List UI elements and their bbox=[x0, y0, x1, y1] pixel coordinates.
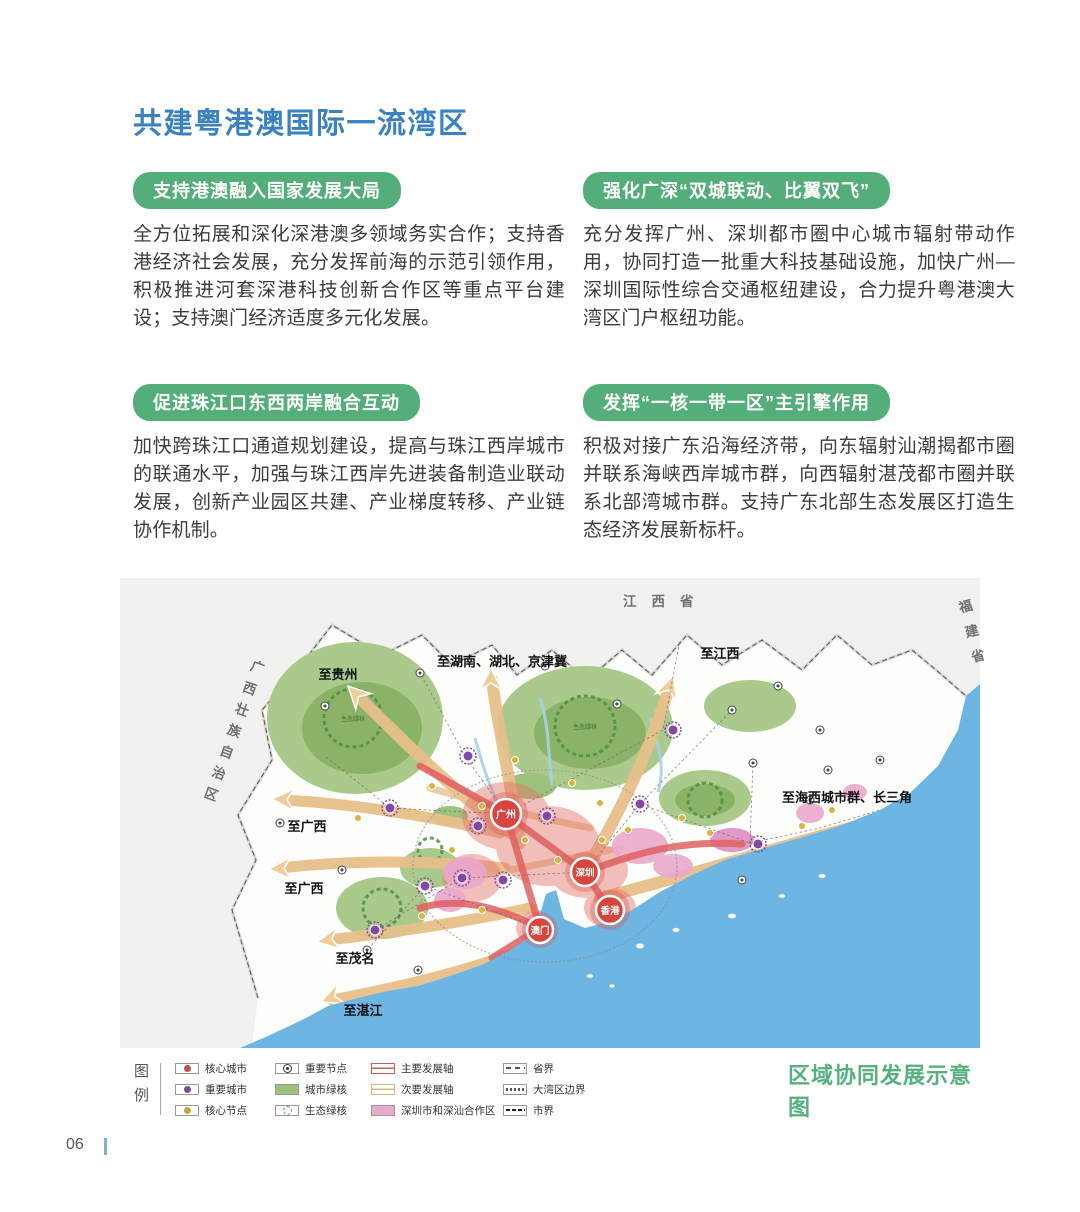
legend-label: 深圳市和深汕合作区 bbox=[401, 1104, 496, 1117]
legend-label: 核心城市 bbox=[205, 1062, 247, 1075]
map-legend: 图例 核心城市 重要城市 核心节点 重要节点 城市绿核 bbox=[132, 1060, 593, 1118]
bay-boundary-icon bbox=[503, 1083, 527, 1095]
core-city-dot-icon bbox=[175, 1062, 199, 1074]
green-cores bbox=[267, 642, 796, 939]
city-marker-guangzhou: 广州 bbox=[484, 792, 528, 836]
legend-title: 图例 bbox=[132, 1063, 161, 1115]
legend-column-4: 省界 大湾区边界 市界 bbox=[503, 1060, 593, 1118]
map-direction-labels: 至贵州 至湖南、湖北、京津冀 至江西 至海西城市群、长三角 至广西 至广西 至茂… bbox=[284, 646, 912, 1018]
page-title: 共建粤港澳国际一流湾区 bbox=[133, 108, 469, 140]
section-one-core: 发挥“一核一带一区”主引擎作用 积极对接广东沿海经济带，向东辐射汕潮揭都市圈并联… bbox=[583, 384, 1015, 545]
label-to-guangxi-2: 至广西 bbox=[284, 881, 323, 896]
section-header-pill: 支持港澳融入国家发展大局 bbox=[133, 172, 401, 209]
legend-item: 次要发展轴 bbox=[371, 1081, 503, 1097]
legend-item: 核心节点 bbox=[175, 1102, 275, 1118]
islands bbox=[586, 873, 826, 988]
map-svg: 生态绿核 生态绿核 bbox=[120, 578, 980, 1048]
province-border-icon bbox=[503, 1062, 527, 1074]
section-header-pill: 促进珠江口东西两岸融合互动 bbox=[133, 384, 420, 421]
legend-label: 次要发展轴 bbox=[401, 1083, 454, 1096]
important-node-ring-icon bbox=[275, 1062, 299, 1074]
secondary-axis-icon bbox=[371, 1083, 395, 1095]
legend-item: 省界 bbox=[503, 1060, 593, 1076]
legend-columns: 核心城市 重要城市 核心节点 重要节点 城市绿核 生态绿核 bbox=[175, 1060, 593, 1118]
label-to-jiangxi: 至江西 bbox=[700, 646, 739, 661]
city-green-core-icon bbox=[275, 1083, 299, 1095]
section-guangzhou-shenzhen: 强化广深“双城联动、比翼双飞” 充分发挥广州、深圳都市圈中心城市辐射带动作用，协… bbox=[583, 172, 1015, 333]
label-to-guizhou: 至贵州 bbox=[318, 667, 357, 682]
legend-item: 重要城市 bbox=[175, 1081, 275, 1097]
legend-item: 大湾区边界 bbox=[503, 1081, 593, 1097]
city-marker-shenzhen: 深圳 bbox=[565, 852, 605, 892]
page-number: 06 bbox=[66, 1136, 84, 1153]
legend-item: 核心城市 bbox=[175, 1060, 275, 1076]
important-cities bbox=[366, 721, 767, 939]
section-body: 全方位拓展和深化深港澳多领域务实合作；支持香港经济社会发展，充分发挥前海的示范引… bbox=[133, 224, 565, 329]
section-body: 充分发挥广州、深圳都市圈中心城市辐射带动作用，协同打造一批重大科技基础设施，加快… bbox=[583, 224, 1015, 329]
svg-text:香港: 香港 bbox=[599, 905, 620, 917]
important-nodes bbox=[275, 661, 885, 975]
legend-label: 重要城市 bbox=[205, 1083, 247, 1096]
province-border bbox=[230, 623, 967, 999]
map-caption: 区域协同发展示意图 bbox=[788, 1063, 973, 1120]
legend-label: 大湾区边界 bbox=[533, 1083, 586, 1096]
legend-label: 核心节点 bbox=[205, 1104, 247, 1117]
legend-label: 市界 bbox=[533, 1104, 554, 1117]
region-map: 生态绿核 生态绿核 bbox=[120, 578, 988, 1048]
core-node-dot-icon bbox=[175, 1104, 199, 1116]
svg-text:深圳: 深圳 bbox=[575, 867, 594, 879]
page-number-divider bbox=[104, 1138, 107, 1155]
legend-item: 城市绿核 bbox=[275, 1081, 371, 1097]
legend-item: 重要节点 bbox=[275, 1060, 371, 1076]
label-to-haixi: 至海西城市群、长三角 bbox=[782, 790, 912, 805]
eco-green-core-icon bbox=[275, 1104, 299, 1116]
section-pearl-river: 促进珠江口东西两岸融合互动 加快跨珠江口通道规划建设，提高与珠江西岸城市的联通水… bbox=[133, 384, 565, 545]
legend-column-3: 主要发展轴 次要发展轴 深圳市和深汕合作区 bbox=[371, 1060, 503, 1118]
direction-arrows bbox=[267, 666, 890, 1005]
legend-label: 城市绿核 bbox=[305, 1083, 347, 1096]
core-nodes bbox=[354, 756, 836, 920]
label-to-maoming: 至茂名 bbox=[335, 951, 374, 966]
section-body: 积极对接广东沿海经济带，向东辐射汕潮揭都市圈并联系海峡西岸城市群，向西辐射湛茂都… bbox=[583, 436, 1015, 541]
section-hongkong-macau: 支持港澳融入国家发展大局 全方位拓展和深化深港澳多领域务实合作；支持香港经济社会… bbox=[133, 172, 565, 333]
city-marker-macau: 澳门 bbox=[522, 912, 558, 948]
legend-column-2: 重要节点 城市绿核 生态绿核 bbox=[275, 1060, 371, 1118]
section-header-pill: 发挥“一核一带一区”主引擎作用 bbox=[583, 384, 890, 421]
city-marker-hongkong: 香港 bbox=[590, 890, 630, 930]
legend-label: 生态绿核 bbox=[305, 1104, 347, 1117]
sea bbox=[240, 684, 980, 1048]
label-to-zhanjiang: 至湛江 bbox=[343, 1003, 382, 1018]
legend-label: 省界 bbox=[533, 1062, 554, 1075]
svg-text:广州: 广州 bbox=[496, 808, 516, 821]
main-axes bbox=[416, 762, 746, 962]
eco-core-label: 生态绿核 bbox=[341, 715, 365, 723]
eco-core-label: 生态绿核 bbox=[573, 723, 597, 731]
legend-item: 深圳市和深汕合作区 bbox=[371, 1102, 503, 1118]
main-axis-icon bbox=[371, 1062, 395, 1074]
label-to-hunan: 至湖南、湖北、京津冀 bbox=[437, 654, 567, 669]
svg-text:澳门: 澳门 bbox=[530, 925, 549, 937]
city-border-icon bbox=[503, 1104, 527, 1116]
legend-column-1: 核心城市 重要城市 核心节点 bbox=[175, 1060, 275, 1118]
label-to-guangxi-1: 至广西 bbox=[287, 819, 326, 834]
legend-label: 主要发展轴 bbox=[401, 1062, 454, 1075]
legend-item: 市界 bbox=[503, 1102, 593, 1118]
legend-label: 重要节点 bbox=[305, 1062, 347, 1075]
section-body: 加快跨珠江口通道规划建设，提高与珠江西岸城市的联通水平，加强与珠江西岸先进装备制… bbox=[133, 436, 565, 541]
bay-area-boundary bbox=[412, 769, 678, 963]
legend-item: 主要发展轴 bbox=[371, 1060, 503, 1076]
cooperation-zone-icon bbox=[371, 1104, 395, 1116]
important-city-dot-icon bbox=[175, 1083, 199, 1095]
region-label-jiangxi: 江西省 bbox=[623, 594, 709, 609]
section-header-pill: 强化广深“双城联动、比翼双飞” bbox=[583, 172, 890, 209]
legend-item: 生态绿核 bbox=[275, 1102, 371, 1118]
